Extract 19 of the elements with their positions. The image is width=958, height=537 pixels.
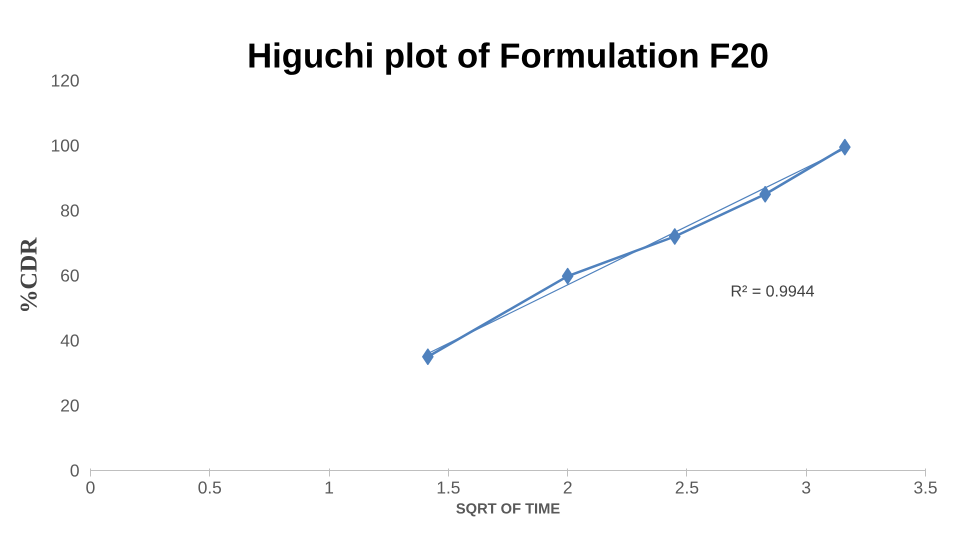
x-tick-label: 2 (562, 478, 572, 498)
y-tick-label: 0 (70, 460, 80, 480)
y-tick-label: 100 (50, 136, 80, 156)
x-axis-title: SQRT OF TIME (456, 502, 560, 518)
x-tick-label: 0.5 (198, 478, 222, 498)
y-tick-label: 60 (60, 266, 80, 286)
chart-title: Higuchi plot of Formulation F20 (247, 38, 769, 76)
x-tick-label: 1.5 (436, 478, 460, 498)
y-tick-label: 20 (60, 396, 80, 416)
x-tick-label: 2.5 (674, 478, 699, 498)
annotation: R² = 0.9944 (730, 284, 815, 300)
y-axis-title: %CDR (16, 236, 43, 314)
x-tick-label: 3.5 (913, 478, 938, 498)
x-tick-label: 0 (86, 478, 96, 498)
x-tick-label: 1 (324, 478, 334, 498)
y-tick-label: 120 (50, 70, 80, 90)
y-tick-label: 40 (60, 330, 80, 350)
x-tick-label: 3 (801, 478, 812, 498)
y-tick-label: 80 (60, 200, 80, 220)
